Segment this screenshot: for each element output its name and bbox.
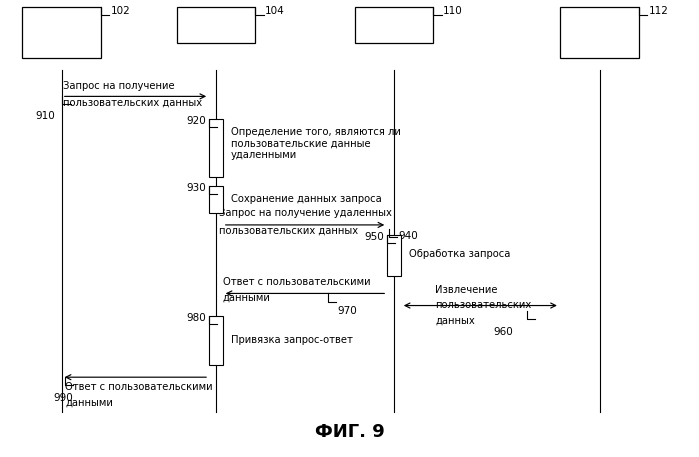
Text: пользовательских данных: пользовательских данных [63,98,202,107]
Text: Ответ с пользовательскими: Ответ с пользовательскими [65,382,212,392]
Text: Сохранение данных запроса: Сохранение данных запроса [231,194,382,204]
Bar [209,316,223,365]
Text: 920: 920 [186,116,206,126]
Text: 960: 960 [493,327,513,337]
Text: 970: 970 [337,306,357,315]
Text: ФИГ. 9: ФИГ. 9 [315,423,384,441]
Text: Обработка запроса: Обработка запроса [409,250,510,260]
Text: Запрос на получение: Запрос на получение [63,80,175,90]
Bar [22,7,101,58]
Text: Сетевой
репозиторий: Сетевой репозиторий [564,22,635,43]
Text: 990: 990 [54,393,73,404]
Text: данными: данными [223,293,271,303]
Text: Потребитель
данных: Потребитель данных [26,22,98,43]
Text: 112: 112 [649,6,668,16]
Text: 110: 110 [443,6,463,16]
Text: пользовательских: пользовательских [435,300,531,310]
Bar [354,7,433,43]
Text: VGUP: VGUP [380,20,408,30]
Bar [177,7,255,43]
Text: 104: 104 [265,6,284,16]
Text: 940: 940 [399,231,419,241]
Bar [560,7,639,58]
Text: HGUP: HGUP [201,20,231,30]
Text: 102: 102 [110,6,131,16]
Text: 950: 950 [364,233,384,243]
Text: данных: данных [435,315,475,325]
Text: Запрос на получение удаленных: Запрос на получение удаленных [219,208,392,218]
Text: данными: данными [65,398,113,408]
Text: Ответ с пользовательскими: Ответ с пользовательскими [223,277,370,287]
Text: 980: 980 [186,313,206,323]
Text: Извлечение: Извлечение [435,285,498,295]
Text: Привязка запрос-ответ: Привязка запрос-ответ [231,335,353,345]
Text: Определение того, являются ли
пользовательские данные
удаленными: Определение того, являются ли пользовате… [231,127,401,160]
Text: пользовательских данных: пользовательских данных [219,225,359,235]
Bar [209,186,223,213]
Bar [387,235,401,276]
Text: 930: 930 [186,183,206,193]
Bar [209,119,223,177]
Text: 910: 910 [36,111,55,121]
